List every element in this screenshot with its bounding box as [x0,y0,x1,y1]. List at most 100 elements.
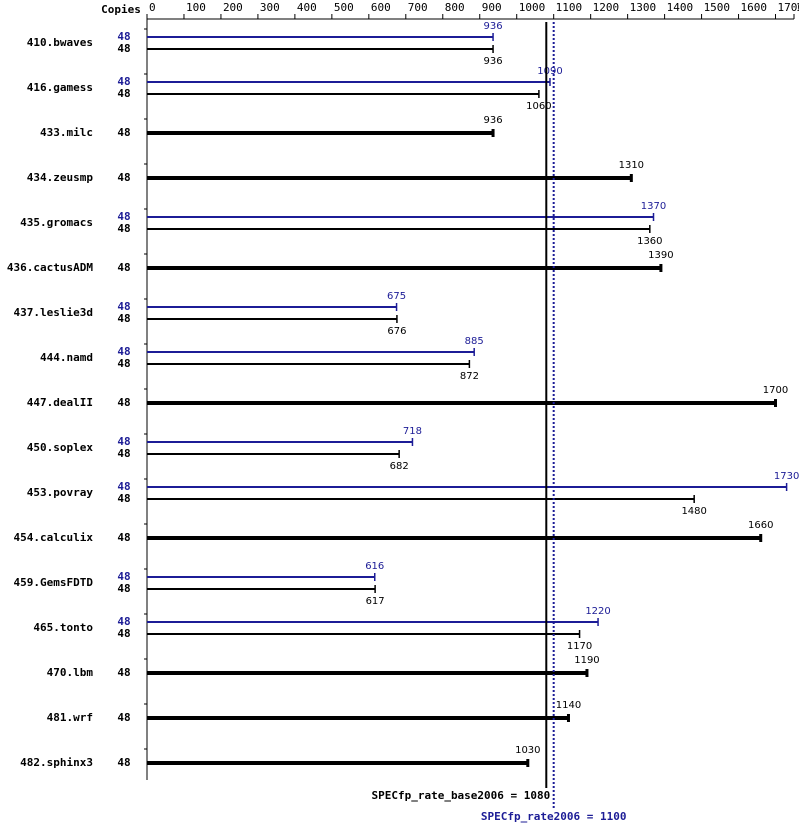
copies-label: 48 [117,531,130,544]
bar [147,621,599,623]
copies-label: 48 [117,627,130,640]
value-label: 1310 [619,160,644,171]
x-tick-label: 500 [334,1,354,14]
bar [147,576,375,578]
category-label: 470.lbm [47,666,94,679]
x-tick-label: 1300 [630,1,657,14]
copies-label: 48 [117,126,130,139]
bar [147,176,632,180]
value-label: 936 [484,115,503,126]
value-label: 885 [465,336,484,347]
value-label: 1220 [585,606,610,617]
x-tick-label: 600 [371,1,391,14]
copies-header: Copies [101,3,141,16]
value-label: 1700 [763,385,788,396]
bar [147,401,776,405]
value-label: 936 [484,21,503,32]
copies-label: 48 [117,492,130,505]
copies-label: 48 [117,666,130,679]
value-label: 1060 [526,101,551,112]
bar [147,453,400,455]
bar [147,216,654,218]
category-label: 436.cactusADM [7,261,93,274]
value-label: 1090 [537,66,562,77]
copies-label: 48 [117,171,130,184]
bar [147,351,475,353]
copies-label: 48 [117,345,130,358]
bar [147,228,650,230]
copies-label: 48 [117,261,130,274]
category-label: 465.tonto [33,621,93,634]
value-label: 1140 [556,700,581,711]
bar [147,306,397,308]
value-label: 682 [390,461,409,472]
value-label: 872 [460,371,479,382]
bar [147,81,550,83]
value-label: 617 [366,596,385,607]
bar [147,536,761,540]
x-tick-label: 400 [297,1,317,14]
copies-label: 48 [117,312,130,325]
bar [147,633,580,635]
bar [147,441,413,443]
bar [147,131,494,135]
copies-label: 48 [117,615,130,628]
bar [147,761,528,765]
value-label: 1390 [648,250,673,261]
bar [147,486,787,488]
reference-label: SPECfp_rate_base2006 = 1080 [371,789,550,802]
value-label: 1730 [774,471,799,482]
category-label: 459.GemsFDTD [14,576,94,589]
category-label: 450.soplex [27,441,94,454]
copies-label: 48 [117,75,130,88]
x-tick-label: 1000 [519,1,546,14]
x-tick-label: 1500 [704,1,731,14]
copies-label: 48 [117,570,130,583]
copies-label: 48 [117,582,130,595]
category-label: 416.gamess [27,81,93,94]
x-tick-label: 1700 [778,1,799,14]
bar [147,498,695,500]
x-tick-label: 1200 [593,1,620,14]
value-label: 616 [365,561,384,572]
value-label: 1030 [515,745,540,756]
copies-label: 48 [117,210,130,223]
x-tick-label: 200 [223,1,243,14]
category-label: 481.wrf [47,711,93,724]
bar [147,716,569,720]
value-label: 1480 [681,506,706,517]
copies-label: 48 [117,480,130,493]
value-label: 675 [387,291,406,302]
bar [147,588,376,590]
copies-label: 48 [117,756,130,769]
category-label: 453.povray [27,486,94,499]
category-label: 444.namd [40,351,93,364]
copies-label: 48 [117,711,130,724]
copies-label: 48 [117,357,130,370]
copies-label: 48 [117,42,130,55]
copies-label: 48 [117,222,130,235]
x-tick-label: 900 [482,1,502,14]
x-tick-label: 1600 [741,1,768,14]
x-tick-label: 100 [186,1,206,14]
category-label: 435.gromacs [20,216,93,229]
copies-label: 48 [117,87,130,100]
category-label: 434.zeusmp [27,171,94,184]
value-label: 676 [387,326,406,337]
bar [147,363,470,365]
copies-label: 48 [117,447,130,460]
category-label: 433.milc [40,126,93,139]
x-tick-label: 300 [260,1,280,14]
x-tick-label: 800 [445,1,465,14]
copies-label: 48 [117,30,130,43]
x-tick-label: 1400 [667,1,694,14]
category-label: 437.leslie3d [14,306,93,319]
bar [147,318,397,320]
category-label: 454.calculix [14,531,94,544]
reference-label: SPECfp_rate2006 = 1100 [481,810,627,823]
bar [147,36,494,38]
bar [147,266,661,270]
bar [147,93,539,95]
value-label: 1660 [748,520,773,531]
x-tick-label: 700 [408,1,428,14]
